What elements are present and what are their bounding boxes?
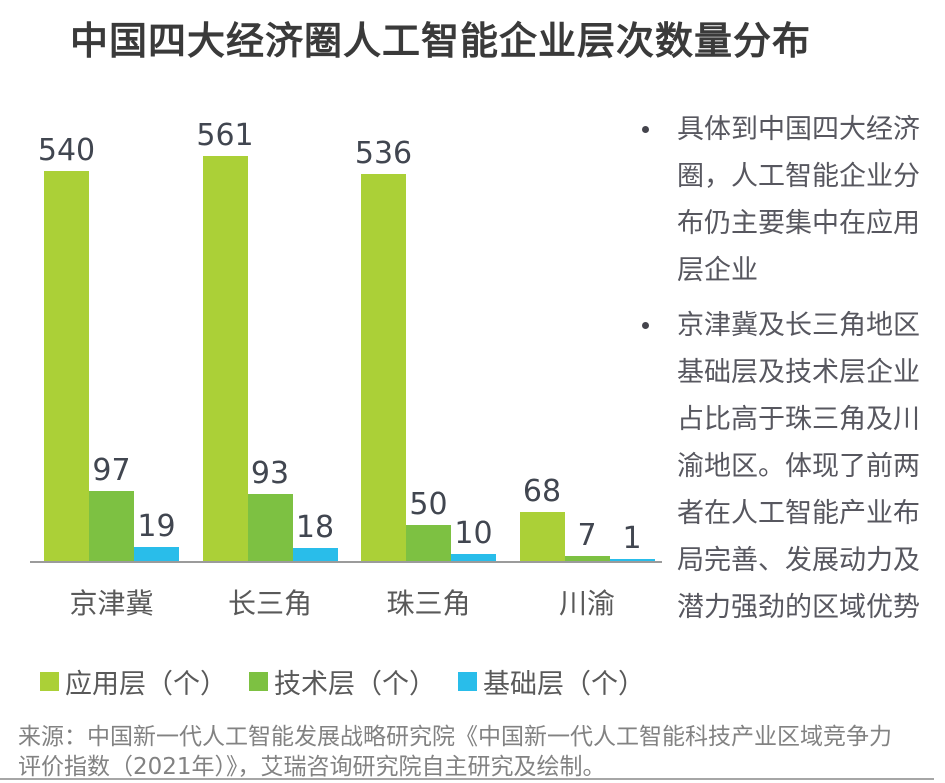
bar-value-label: 1 (622, 521, 642, 556)
bar-value-label: 561 (196, 118, 254, 153)
insight-bullet: 具体到中国四大经济 圈，人工智能企业分 布仍主要集中在应用 层企业 (642, 106, 942, 294)
legend-label: 应用层（个） (65, 669, 227, 700)
legend-swatch (249, 672, 268, 691)
page-title: 中国四大经济圈人工智能企业层次数量分布 (70, 19, 812, 63)
insight-text-line: 占比高于珠三角及川 (677, 404, 920, 435)
insight-text-line: 潜力强劲的区域优势 (677, 592, 920, 623)
legend-item: 基础层（个） (458, 662, 645, 701)
bar-cell: 1 (609, 521, 655, 561)
insight-text-line: 具体到中国四大经济 (677, 114, 920, 145)
bar-value-label: 93 (250, 455, 290, 491)
insight-text-line: 布仍主要集中在应用 (677, 208, 920, 239)
bar-cell: 561 (196, 118, 254, 561)
bar-technology (89, 490, 134, 561)
insight-text-line: 局完善、发展动力及 (677, 545, 920, 576)
bar-group: 540 97 19 (38, 133, 179, 561)
bullet-dot-icon (642, 322, 649, 329)
bar-group: 561 93 18 (196, 118, 338, 561)
bar-value-label: 50 (409, 486, 448, 522)
bar-foundation (451, 553, 496, 561)
bar-cell: 68 (519, 473, 565, 561)
bar-value-label: 540 (37, 133, 96, 169)
category-label: 京津冀 (69, 587, 154, 620)
bar-cell: 10 (451, 516, 496, 561)
chart-legend: 应用层（个） 技术层（个） 基础层（个） (40, 662, 667, 701)
bar-value-label: 68 (522, 473, 562, 509)
insight-bullet: 京津冀及长三角地区 基础层及技术层企业 占比高于珠三角及川 渝地区。体现了前两 者在人工… (642, 302, 942, 631)
bar-value-label: 18 (295, 510, 335, 546)
bar-value-label: 7 (577, 517, 597, 553)
category-label: 珠三角 (386, 587, 471, 620)
bar-application (361, 174, 406, 561)
source-text-line: 评价指数（2021年）》，艾瑞咨询研究院自主研究及绘制。 (18, 754, 606, 780)
bar-chart: 540 97 19 561 93 18 536 50 10 68 7 1 (30, 100, 662, 563)
legend-label: 技术层（个） (274, 669, 436, 700)
legend-swatch (458, 672, 477, 691)
source-text-line: 来源：中国新一代人工智能发展战略研究院《中国新一代人工智能科技产业区域竞争力 (18, 724, 892, 750)
bar-cell: 536 (355, 136, 412, 561)
bar-cell: 7 (564, 517, 610, 561)
bar-technology (564, 555, 610, 561)
bar-cell: 18 (292, 510, 338, 561)
insight-text: 具体到中国四大经济 圈，人工智能企业分 布仍主要集中在应用 层企业 (677, 106, 920, 294)
legend-swatch (40, 672, 59, 691)
insight-text: 京津冀及长三角地区 基础层及技术层企业 占比高于珠三角及川 渝地区。体现了前两 者在人工… (677, 302, 920, 631)
bar-cell: 97 (89, 453, 134, 561)
bar-cell: 50 (406, 487, 451, 561)
bar-value-label: 10 (454, 515, 493, 551)
insight-text-line: 层企业 (677, 255, 758, 286)
bar-foundation (609, 559, 655, 561)
bottom-divider (0, 778, 934, 780)
bar-cell: 19 (134, 509, 179, 561)
bar-group: 68 7 1 (519, 473, 655, 561)
legend-item: 应用层（个） (40, 662, 227, 701)
bar-cell: 93 (247, 455, 293, 561)
category-label: 长三角 (227, 587, 312, 620)
insight-text-line: 圈，人工智能企业分 (677, 161, 920, 192)
bar-application (44, 171, 89, 561)
bar-cell: 540 (38, 133, 95, 561)
bar-value-label: 536 (354, 136, 413, 172)
insight-panel: 具体到中国四大经济 圈，人工智能企业分 布仍主要集中在应用 层企业 京津冀及长三角地区基… (642, 106, 942, 639)
legend-item: 技术层（个） (249, 662, 436, 701)
bar-group: 536 50 10 (355, 136, 496, 561)
bar-application (519, 511, 565, 561)
bar-technology (247, 493, 293, 561)
bar-value-label: 97 (92, 452, 131, 488)
category-label: 川渝 (558, 587, 615, 620)
insight-text-line: 京津冀及长三角地区 (677, 310, 920, 341)
insight-text-line: 者在人工智能产业布 (677, 498, 920, 529)
insight-text-line: 渝地区。体现了前两 (677, 451, 920, 482)
insight-text-line: 基础层及技术层企业 (677, 357, 920, 388)
source-note: 来源：中国新一代人工智能发展战略研究院《中国新一代人工智能科技产业区域竞争力 评价… (18, 722, 892, 782)
bar-technology (406, 524, 451, 561)
legend-label: 基础层（个） (483, 669, 645, 700)
bar-foundation (134, 547, 179, 561)
bar-foundation (292, 548, 338, 561)
bullet-dot-icon (642, 126, 649, 133)
category-axis: 京津冀 长三角 珠三角 川渝 (30, 582, 662, 622)
bar-application (202, 156, 248, 561)
bar-value-label: 19 (137, 509, 176, 545)
